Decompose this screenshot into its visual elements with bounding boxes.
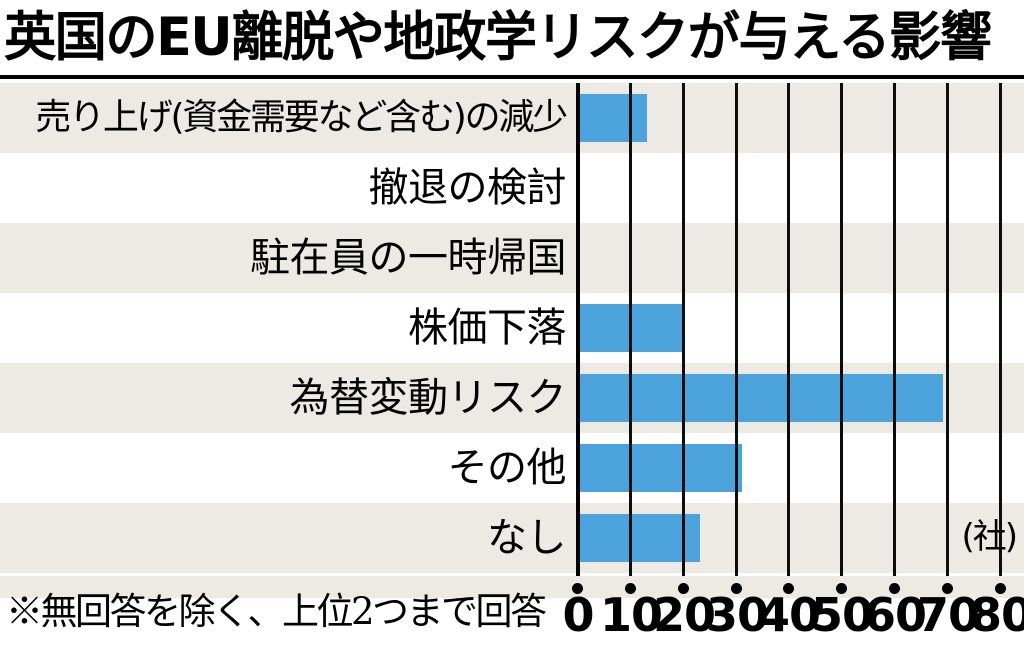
x-tick-label: 70 xyxy=(916,588,980,642)
x-axis-tick-labels: 0 10 20 30 40 50 60 70 80 xyxy=(0,592,1024,649)
category-label: 駐在員の一時帰国 xyxy=(250,235,567,281)
axis-tick-dot xyxy=(995,583,1006,594)
x-tick-label: 80 xyxy=(969,588,1024,642)
x-tick-label: 40 xyxy=(757,588,821,642)
category-label: その他 xyxy=(447,445,567,491)
axis-tick-dot xyxy=(783,583,794,594)
gridline xyxy=(840,83,843,576)
page-title: 英国のEU離脱や地政学リスクが与える影響 xyxy=(3,6,992,68)
axis-tick-dot xyxy=(678,583,689,594)
bar xyxy=(578,444,742,492)
category-label: 売り上げ(資金需要など含む)の減少 xyxy=(35,97,568,138)
unit-label: (社) xyxy=(961,517,1018,557)
row-band xyxy=(0,153,1024,223)
axis-tick-dot xyxy=(942,583,953,594)
axis-tick-dot xyxy=(836,583,847,594)
row-band xyxy=(0,83,1024,153)
gridline xyxy=(735,83,738,576)
axis-line xyxy=(576,83,580,576)
gridline xyxy=(787,83,790,576)
gridline xyxy=(893,83,896,576)
row-band xyxy=(0,223,1024,293)
title-bar: 英国のEU離脱や地政学リスクが与える影響 xyxy=(0,0,1024,74)
gridline xyxy=(999,83,1002,576)
plot-area: 売り上げ(資金需要など含む)の減少撤退の検討駐在員の一時帰国株価下落為替変動リス… xyxy=(0,83,1024,576)
row-band xyxy=(0,433,1024,503)
category-label: 株価下落 xyxy=(408,305,567,351)
row-band xyxy=(0,503,1024,573)
axis-strip xyxy=(0,576,1024,598)
gridline xyxy=(629,83,632,576)
title-divider xyxy=(0,75,1024,79)
axis-tick-dot xyxy=(625,583,636,594)
category-label: なし xyxy=(487,515,567,561)
gridline xyxy=(946,83,949,576)
x-tick-label: 0 xyxy=(562,588,594,642)
row-band xyxy=(0,293,1024,363)
gridline xyxy=(682,83,685,576)
bar xyxy=(578,514,700,562)
footnote: ※無回答を除く、上位2つまで回答 xyxy=(6,590,547,633)
bar xyxy=(578,374,943,422)
x-tick-label: 10 xyxy=(599,588,663,642)
x-tick-label: 50 xyxy=(810,588,874,642)
axis-tick-dot xyxy=(731,583,742,594)
category-label: 為替変動リスク xyxy=(289,375,567,421)
bar xyxy=(578,94,647,142)
category-label: 撤退の検討 xyxy=(368,165,567,211)
axis-tick-dot xyxy=(889,583,900,594)
x-tick-label: 60 xyxy=(863,588,927,642)
x-tick-label: 30 xyxy=(705,588,769,642)
x-tick-label: 20 xyxy=(652,588,716,642)
axis-tick-dot xyxy=(572,583,583,594)
